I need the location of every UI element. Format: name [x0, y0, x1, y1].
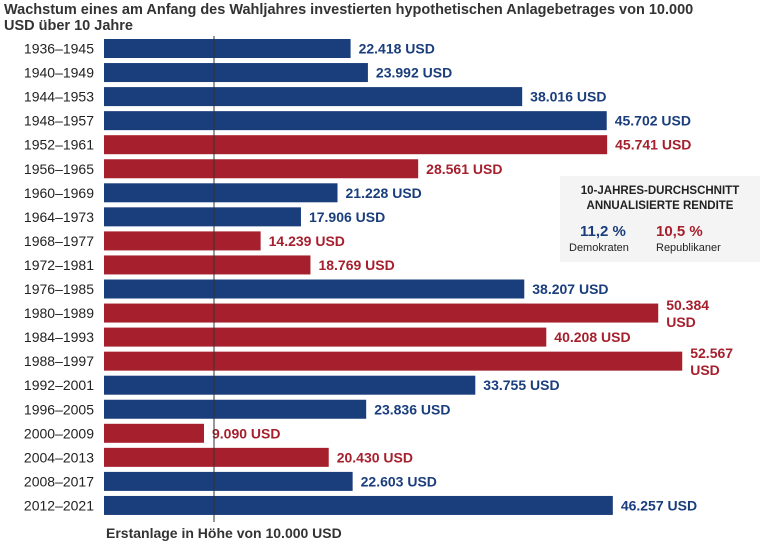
bar [104, 87, 523, 107]
bar [104, 471, 353, 491]
category-label: 1992–2001 [24, 377, 94, 393]
bar [104, 375, 476, 395]
value-label: 23.992 USD [376, 65, 452, 81]
category-label: 1972–1981 [24, 257, 94, 273]
value-label: 33.755 USD [483, 377, 559, 393]
value-label: 38.207 USD [532, 281, 608, 297]
value-label: 46.257 USD [621, 497, 697, 513]
value-label: 52.567 USD [690, 345, 733, 378]
legend-heading: 10-JAHRES-DURCHSCHNITT ANNUALISIERTE REN… [560, 184, 760, 214]
value-label: 21.228 USD [346, 185, 422, 201]
value-label: 20.430 USD [337, 449, 413, 465]
chart-title: Wachstum eines am Anfang des Wahljahres … [4, 2, 694, 34]
category-label: 2012–2021 [24, 497, 94, 513]
legend-box: 10-JAHRES-DURCHSCHNITT ANNUALISIERTE REN… [560, 176, 760, 262]
value-label-number: 52.567 [690, 345, 733, 361]
bar [104, 63, 368, 83]
value-label: 23.836 USD [374, 401, 450, 417]
category-label: 1956–1965 [24, 161, 94, 177]
legend-democrats-label: Demokraten [569, 242, 629, 254]
value-label: 38.016 USD [530, 89, 606, 105]
category-label: 1936–1945 [24, 41, 94, 57]
value-label: 45.702 USD [615, 113, 691, 129]
value-label-unit: USD [690, 362, 720, 378]
category-label: 2008–2017 [24, 473, 94, 489]
bar [104, 183, 338, 203]
value-label: 50.384 USD [666, 297, 709, 330]
category-label: 1960–1969 [24, 185, 94, 201]
legend-heading-line2: ANNUALISIERTE RENDITE [586, 200, 734, 212]
bar [104, 327, 547, 347]
category-label: 1984–1993 [24, 329, 94, 345]
bar [104, 159, 419, 179]
category-label: 1964–1973 [24, 209, 94, 225]
value-label: 14.239 USD [269, 233, 345, 249]
category-label: 1996–2005 [24, 401, 94, 417]
bar [104, 231, 261, 251]
category-label: 1944–1953 [24, 89, 94, 105]
value-label: 22.418 USD [359, 41, 435, 57]
bar [104, 135, 608, 155]
category-label: 1980–1989 [24, 305, 94, 321]
bar [104, 495, 613, 515]
category-label: 2000–2009 [24, 425, 94, 441]
baseline-label: Erstanlage in Höhe von 10.000 USD [106, 525, 342, 541]
category-label: 1952–1961 [24, 137, 94, 153]
bar [104, 255, 311, 275]
value-label: 9.090 USD [212, 425, 280, 441]
legend-republicans-label: Republikaner [656, 242, 721, 254]
bar [104, 207, 301, 227]
category-label: 1940–1949 [24, 65, 94, 81]
value-label: 22.603 USD [361, 473, 437, 489]
bar [104, 399, 367, 419]
value-label: 17.906 USD [309, 209, 385, 225]
value-label-unit: USD [666, 314, 696, 330]
value-label: 45.741 USD [615, 137, 691, 153]
value-label-number: 50.384 [666, 297, 709, 313]
legend-republicans-value: 10,5 % [656, 223, 703, 240]
value-label: 40.208 USD [554, 329, 630, 345]
value-label: 28.561 USD [426, 161, 502, 177]
value-label: 18.769 USD [318, 257, 394, 273]
bar [104, 279, 525, 299]
legend-democrats-value: 11,2 % [580, 223, 626, 240]
bar [104, 303, 659, 323]
bar [104, 39, 351, 58]
legend-heading-line1: 10-JAHRES-DURCHSCHNITT [580, 185, 740, 197]
category-label: 2004–2013 [24, 449, 94, 465]
bar [104, 447, 329, 467]
bar [104, 423, 204, 443]
category-label: 1968–1977 [24, 233, 94, 249]
category-label: 1976–1985 [24, 281, 94, 297]
bar [104, 351, 683, 371]
bar [104, 111, 607, 131]
category-label: 1948–1957 [24, 113, 94, 129]
category-label: 1988–1997 [24, 353, 94, 369]
